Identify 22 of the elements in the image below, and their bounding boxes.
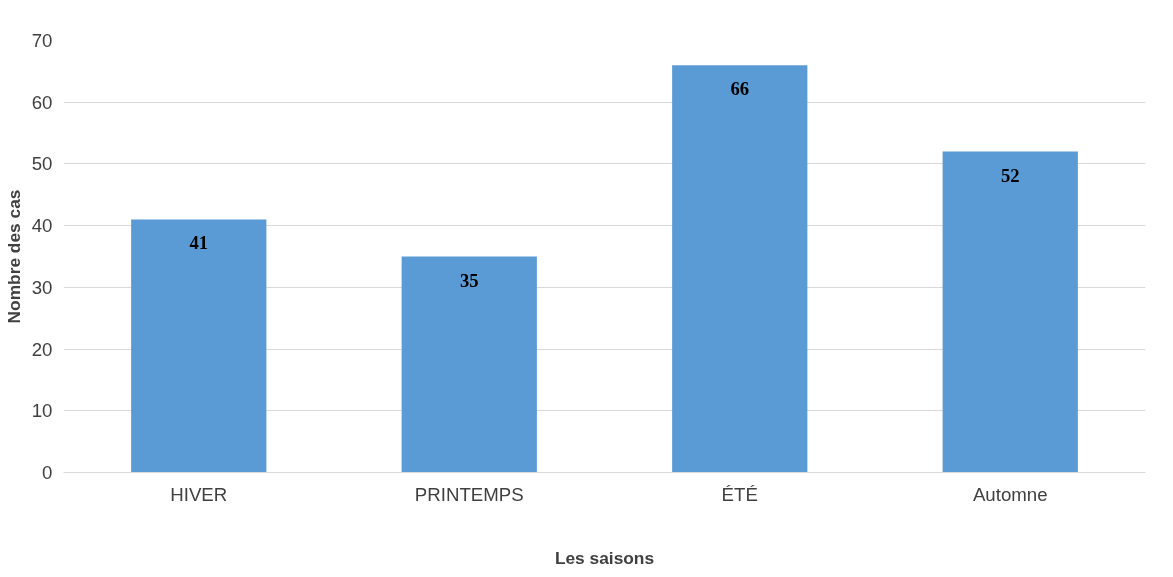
data-label: 66 (730, 78, 750, 100)
y-tick-label: 40 (31, 215, 53, 237)
y-tick-label: 50 (31, 153, 53, 175)
bar (401, 256, 537, 473)
x-tick-label: HIVER (170, 483, 228, 505)
y-axis-title: Nombre des cas (3, 189, 24, 324)
data-label: 35 (459, 269, 479, 291)
x-axis-title: Les saisons (554, 547, 655, 568)
bar (942, 151, 1078, 473)
y-tick-label: 10 (31, 400, 53, 422)
x-tick-label: Automne (972, 483, 1048, 505)
x-tick-label: ÉTÉ (721, 483, 758, 505)
y-tick-label: 60 (31, 91, 53, 113)
y-tick-label: 20 (31, 338, 53, 360)
y-tick-label: 70 (31, 30, 53, 51)
y-tick-label: 0 (42, 462, 53, 483)
data-label: 52 (1000, 164, 1020, 186)
y-tick-label: 30 (31, 276, 53, 298)
bar (131, 219, 267, 473)
data-label: 41 (189, 232, 209, 254)
bar (672, 65, 808, 473)
x-tick-label: PRINTEMPS (414, 483, 524, 505)
